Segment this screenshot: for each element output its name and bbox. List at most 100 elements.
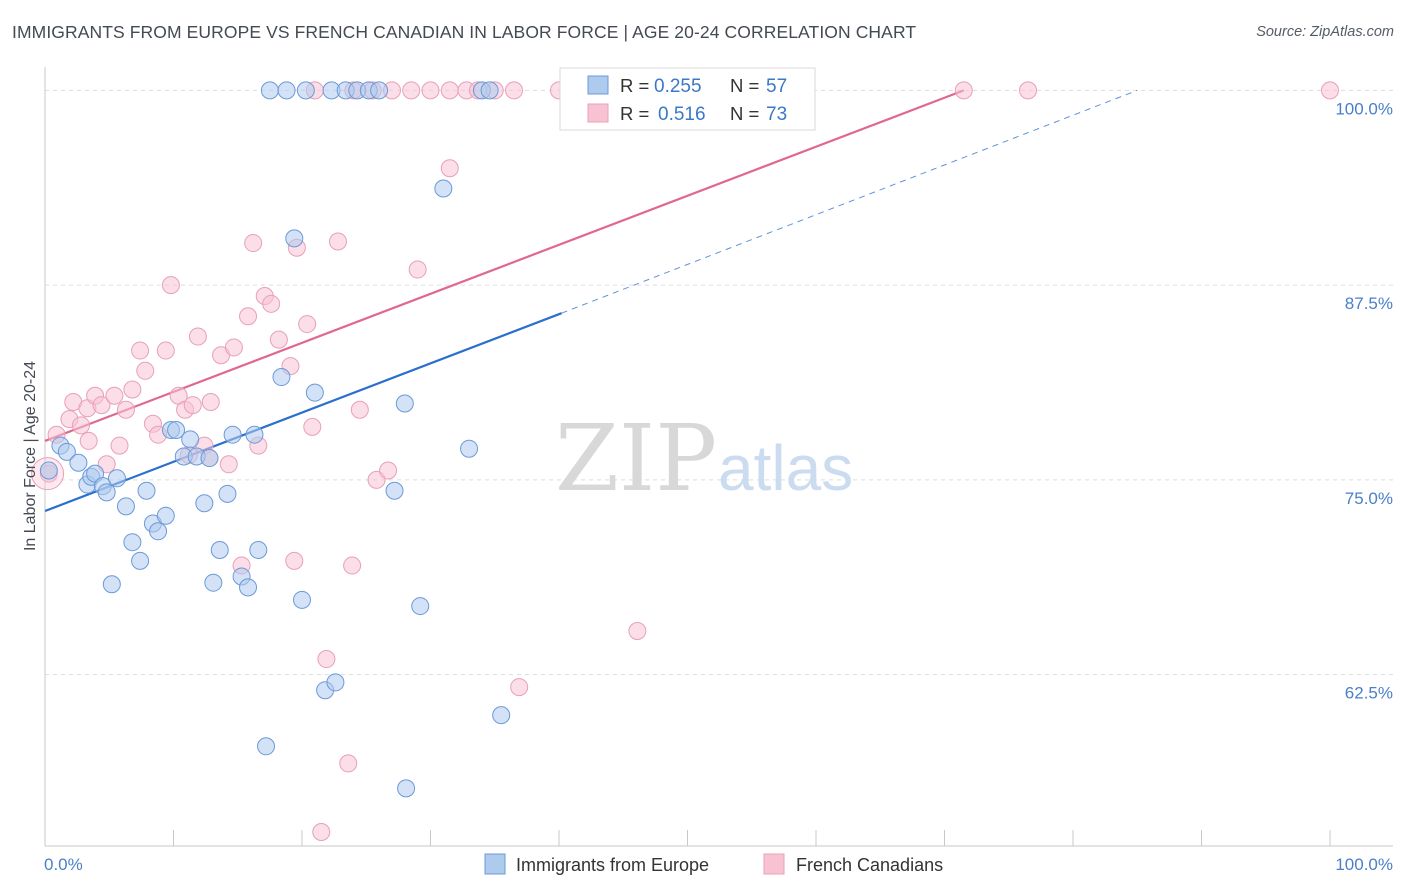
immigrants-from-europe-point-23 xyxy=(195,494,214,513)
immigrants-from-europe-point-56 xyxy=(480,81,499,100)
immigrants-from-europe-point-43 xyxy=(411,597,430,616)
french-canadians-point-60 xyxy=(421,81,440,100)
immigrants-from-europe-point-28 xyxy=(223,425,242,444)
y-tick-label-1: 87.5% xyxy=(1345,294,1393,313)
immigrants-from-europe-point-21 xyxy=(181,430,200,449)
bottom-legend-label-blue: Immigrants from Europe xyxy=(516,855,709,875)
immigrants-from-europe-point-39 xyxy=(326,673,345,692)
legend-r-label-blue: R = xyxy=(620,75,649,96)
trend-line-immigrants-from-europe-extension xyxy=(561,89,1138,314)
french-canadians-point-70 xyxy=(954,81,973,100)
legend-r-label-pink: R = xyxy=(620,103,649,124)
legend-r-value-pink: 0.516 xyxy=(658,104,706,125)
immigrants-from-europe-point-12 xyxy=(131,551,150,570)
french-canadians-point-41 xyxy=(298,315,317,334)
immigrants-from-europe-point-25 xyxy=(204,573,223,592)
french-canadians-point-19 xyxy=(161,276,180,295)
bottom-legend-swatch-blue xyxy=(484,853,506,875)
immigrants-from-europe-point-32 xyxy=(249,540,268,559)
french-canadians-point-30 xyxy=(224,338,243,357)
french-canadians-point-46 xyxy=(339,754,358,773)
immigrants-from-europe-point-11 xyxy=(123,533,142,552)
french-canadians-point-8 xyxy=(92,396,111,415)
immigrants-from-europe-point-47 xyxy=(260,81,279,100)
immigrants-from-europe-point-19 xyxy=(167,421,186,440)
immigrants-from-europe-point-33 xyxy=(257,737,276,756)
legend-r-value-blue: 0.255 xyxy=(654,76,702,97)
french-canadians-point-51 xyxy=(408,260,427,279)
watermark-atlas: atlas xyxy=(718,432,853,504)
french-canadians-point-11 xyxy=(110,436,129,455)
french-canadians-point-50 xyxy=(379,461,398,480)
immigrants-from-europe-point-44 xyxy=(434,179,453,198)
french-canadians-point-12 xyxy=(116,400,135,419)
french-canadians-point-45 xyxy=(328,232,347,251)
bottom-legend-swatch-pink xyxy=(763,853,785,875)
points-immigrants-from-europe xyxy=(39,81,511,798)
french-canadians-point-39 xyxy=(285,551,304,570)
immigrants-from-europe-point-46 xyxy=(492,706,511,725)
french-canadians-point-13 xyxy=(123,380,142,399)
french-canadians-point-48 xyxy=(350,400,369,419)
watermark-zip: ZIP xyxy=(555,405,717,512)
trend-line-immigrants-from-europe xyxy=(44,312,562,513)
french-canadians-point-33 xyxy=(244,234,263,253)
immigrants-from-europe-point-45 xyxy=(460,439,479,458)
french-canadians-point-36 xyxy=(262,294,281,313)
french-canadians-point-65 xyxy=(505,81,524,100)
x-ticks xyxy=(44,830,1331,846)
watermark: ZIP atlas xyxy=(555,405,853,512)
immigrants-from-europe-point-26 xyxy=(210,540,229,559)
immigrants-from-europe-point-14 xyxy=(137,481,156,500)
immigrants-from-europe-point-27 xyxy=(218,484,237,503)
trend-line-french-canadians xyxy=(44,89,965,442)
french-canadians-point-27 xyxy=(201,392,220,411)
axes xyxy=(44,67,1393,847)
immigrants-from-europe-point-35 xyxy=(285,229,304,248)
french-canadians-point-32 xyxy=(239,307,258,326)
french-canadians-point-61 xyxy=(440,81,459,100)
french-canadians-point-6 xyxy=(79,431,98,450)
y-axis-title: In Labor Force | Age 20-24 xyxy=(22,361,39,551)
immigrants-from-europe-point-31 xyxy=(245,425,264,444)
immigrants-from-europe-point-3 xyxy=(69,453,88,472)
immigrants-from-europe-point-49 xyxy=(296,81,315,100)
legend-n-value-blue: 57 xyxy=(766,76,787,97)
source-label: Source: ZipAtlas.com xyxy=(1256,24,1394,40)
french-canadians-point-23 xyxy=(183,396,202,415)
immigrants-from-europe-point-8 xyxy=(97,483,116,502)
french-canadians-point-54 xyxy=(628,621,647,640)
french-canadians-point-52 xyxy=(440,159,459,178)
french-canadians-point-43 xyxy=(312,822,331,841)
immigrants-from-europe-point-17 xyxy=(156,506,175,525)
y-tick-label-3: 62.5% xyxy=(1345,684,1393,703)
immigrants-from-europe-point-54 xyxy=(370,81,389,100)
bottom-legend-label-pink: French Canadians xyxy=(796,855,943,875)
immigrants-from-europe-point-40 xyxy=(385,481,404,500)
immigrants-from-europe-point-36 xyxy=(293,590,311,609)
immigrants-from-europe-point-2 xyxy=(57,442,76,461)
legend-n-value-pink: 73 xyxy=(766,104,787,125)
immigrants-from-europe-point-42 xyxy=(395,394,414,413)
french-canadians-point-42 xyxy=(303,417,322,436)
immigrants-from-europe-point-34 xyxy=(272,368,291,387)
french-canadians-point-18 xyxy=(156,341,175,360)
french-canadians-point-29 xyxy=(219,455,238,474)
stats-legend: R = 0.255 N = 57 R = 0.516 N = 73 xyxy=(559,67,816,131)
immigrants-from-europe-point-0 xyxy=(39,461,58,480)
french-canadians-point-59 xyxy=(402,81,421,100)
immigrants-from-europe-point-48 xyxy=(277,81,296,100)
french-canadians-point-71 xyxy=(1019,81,1038,100)
legend-swatch-blue xyxy=(587,75,609,95)
immigrants-from-europe-point-41 xyxy=(397,779,416,798)
legend-n-label-pink: N = xyxy=(730,103,759,124)
french-canadians-point-15 xyxy=(136,361,155,380)
french-canadians-point-10 xyxy=(105,386,124,405)
series-legend: Immigrants from Europe French Canadians xyxy=(484,853,943,875)
y-tick-label-2: 75.0% xyxy=(1345,489,1393,508)
x-tick-label-max: 100.0% xyxy=(1335,855,1393,874)
immigrants-from-europe-point-24 xyxy=(200,449,219,468)
french-canadians-point-44 xyxy=(317,650,336,669)
y-tick-label-0: 100.0% xyxy=(1335,99,1393,118)
